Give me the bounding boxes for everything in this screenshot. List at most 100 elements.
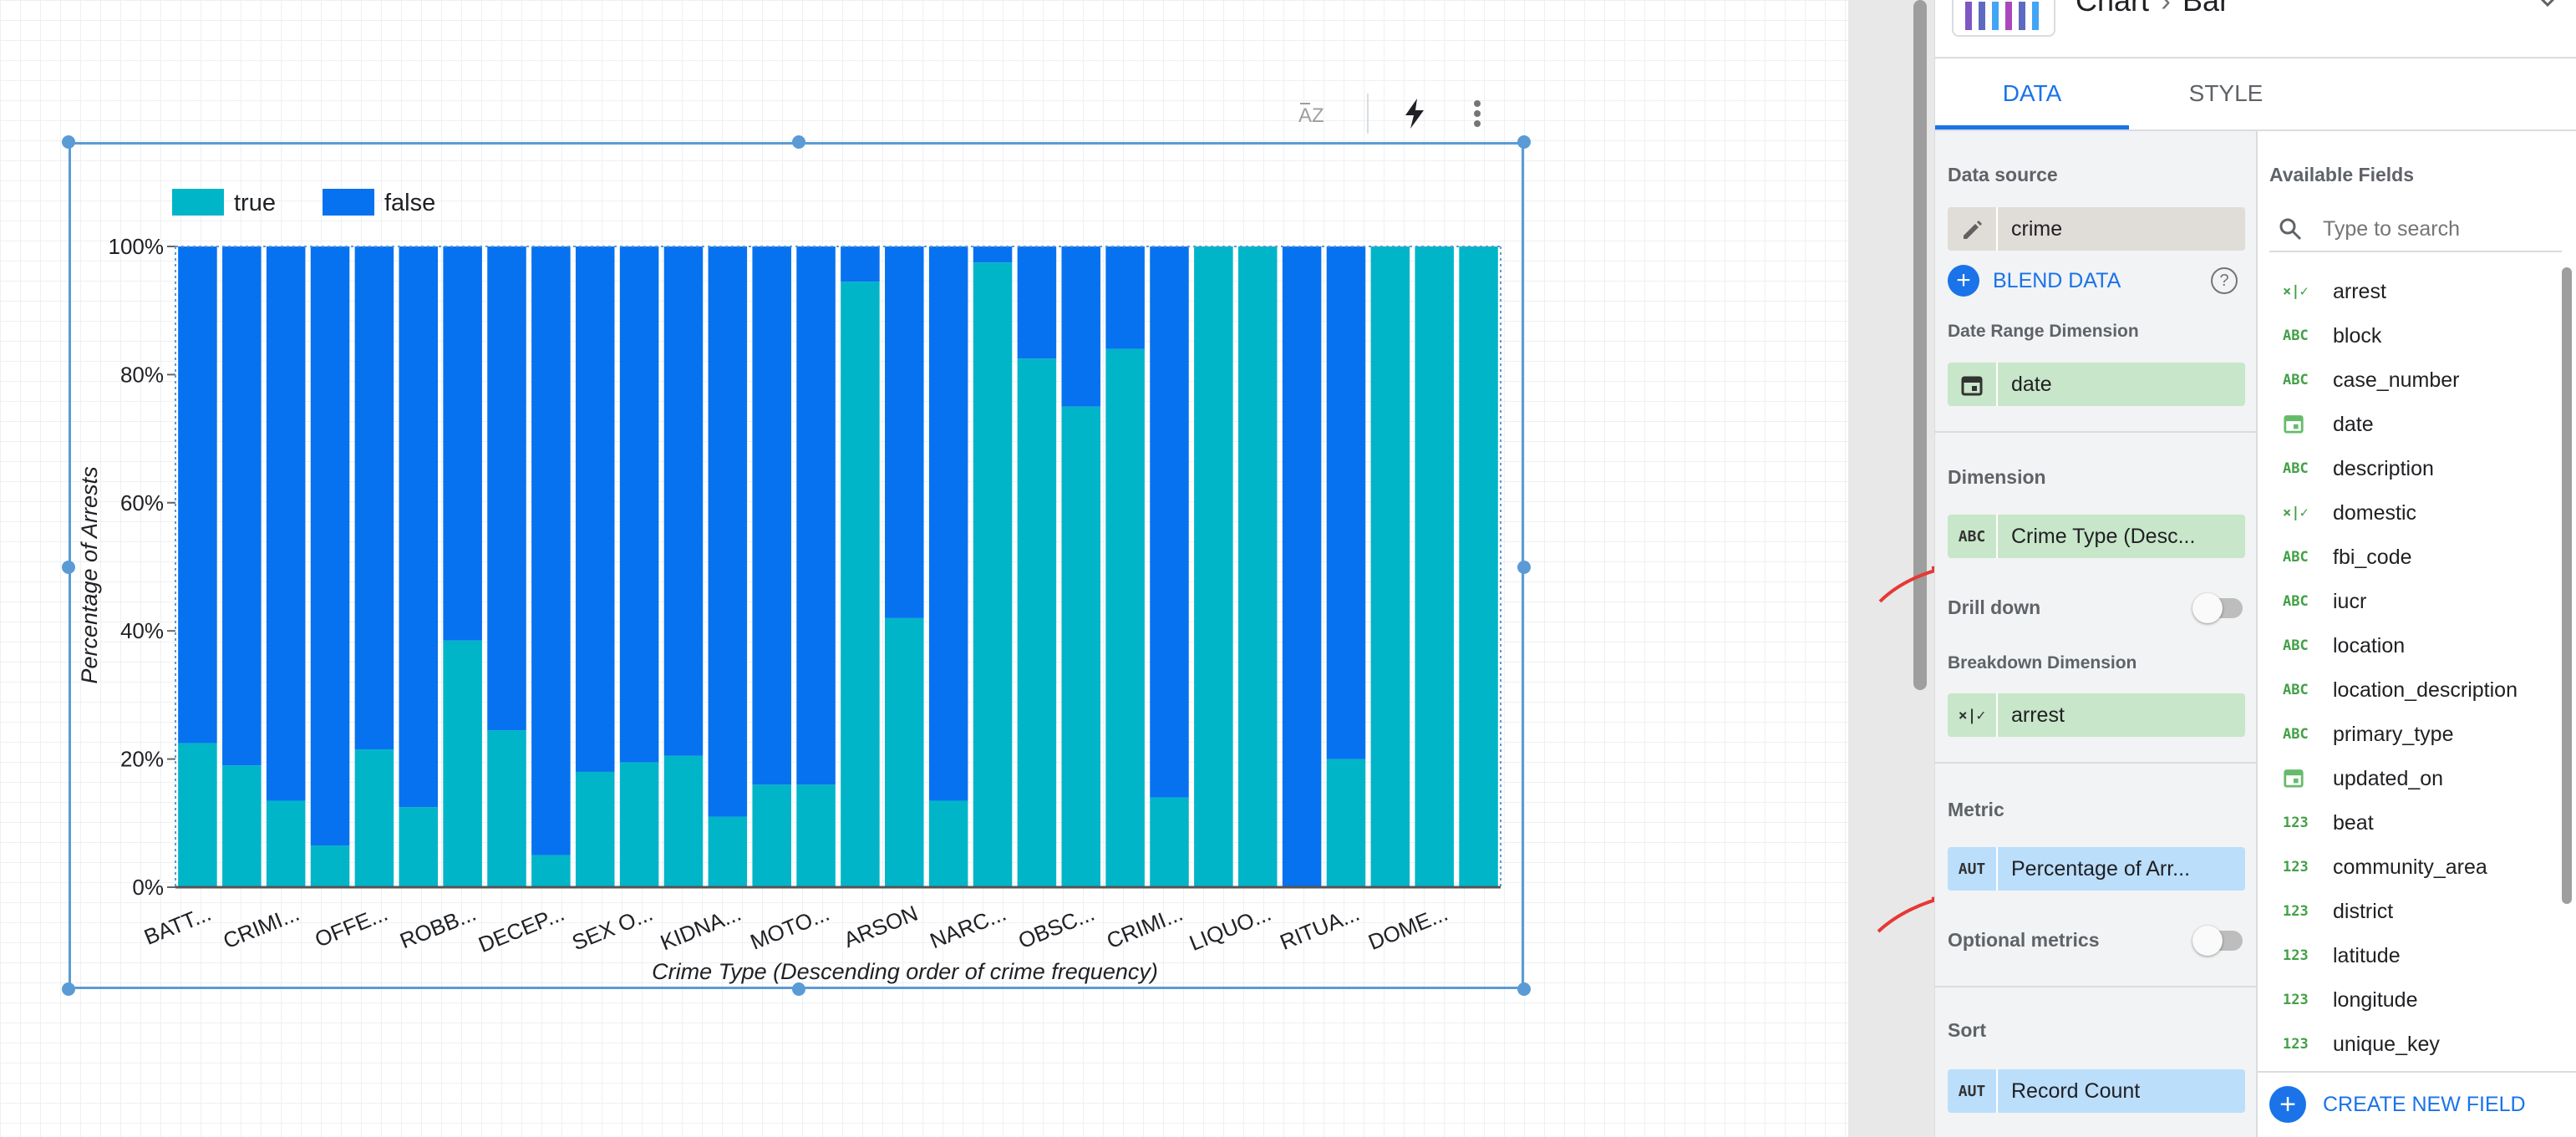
bar-true-14 [752, 784, 791, 887]
x-tick-label: DOME... [1364, 901, 1451, 955]
field-item-location-description[interactable]: ABC location_description [2269, 669, 2518, 711]
field-name: location_description [2333, 678, 2518, 702]
field-item-description[interactable]: ABC description [2269, 448, 2434, 490]
field-name: unique_key [2333, 1032, 2440, 1056]
blend-data-label: BLEND DATA [1993, 268, 2121, 292]
create-new-field-button[interactable]: + CREATE NEW FIELD [2269, 1084, 2526, 1124]
bar-true-18 [928, 800, 968, 887]
field-item-beat[interactable]: 123 beat [2269, 802, 2374, 844]
field-name: primary_type [2333, 722, 2454, 746]
bar-false-7 [443, 246, 482, 641]
bar-true-1 [178, 743, 217, 887]
breakdown-chip[interactable]: ×|✓ arrest [1948, 693, 2245, 737]
field-item-fbi-code[interactable]: ABC fbi_code [2269, 536, 2412, 578]
field-type-icon: ×|✓ [2283, 505, 2309, 521]
boolean-type-icon: ×|✓ [1948, 693, 1998, 737]
optional-metrics-toggle[interactable] [2192, 926, 2243, 956]
section-divider-1 [1935, 431, 2256, 433]
bar-true-12 [663, 755, 704, 887]
field-item-longitude[interactable]: 123 longitude [2269, 979, 2417, 1021]
field-item-updated-on[interactable]: updated_on [2269, 758, 2443, 799]
bar-true-15 [796, 784, 836, 887]
field-item-case-number[interactable]: ABC case_number [2269, 359, 2459, 401]
field-item-latitude[interactable]: 123 latitude [2269, 935, 2401, 977]
x-tick-label: SEX O... [568, 901, 656, 956]
sort-az-icon[interactable]: AZ [1293, 95, 1330, 132]
svg-text:AZ: AZ [1298, 104, 1324, 127]
chevron-down-icon[interactable] [2535, 0, 2560, 13]
bar-true-21 [1061, 406, 1101, 887]
resize-handle-mr[interactable] [1517, 561, 1531, 574]
x-tick-label: ARSON [841, 901, 922, 952]
bar-true-19 [973, 262, 1013, 887]
more-vert-icon[interactable] [1467, 95, 1487, 132]
optional-metrics-label: Optional metrics [1948, 929, 2100, 951]
field-item-iucr[interactable]: ABC iucr [2269, 581, 2366, 622]
bar-true-20 [1017, 358, 1057, 888]
field-item-date[interactable]: date [2269, 404, 2374, 445]
bar-true-16 [841, 282, 880, 887]
bar-false-22 [1105, 246, 1145, 349]
help-icon[interactable]: ? [2211, 267, 2238, 294]
bar-false-13 [708, 246, 748, 817]
x-tick-label: DECEP... [475, 901, 567, 957]
field-item-block[interactable]: ABC block [2269, 315, 2381, 357]
bar-true-24 [1194, 246, 1233, 887]
toolbar-divider [1367, 94, 1369, 134]
bar-false-20 [1017, 246, 1057, 359]
tab-data[interactable]: DATA [2002, 80, 2062, 106]
x-axis-title: Crime Type (Descending order of crime fr… [652, 959, 1158, 984]
bar-false-21 [1061, 246, 1101, 407]
calendar-icon [1948, 363, 1998, 406]
x-tick-label: RITUA... [1277, 901, 1364, 955]
bar-false-11 [619, 246, 659, 763]
field-name: community_area [2333, 855, 2487, 879]
canvas-scrollbar[interactable] [1913, 0, 1927, 690]
drill-down-toggle[interactable] [2192, 593, 2243, 623]
field-item-unique-key[interactable]: 123 unique_key [2269, 1023, 2440, 1065]
resize-handle-tm[interactable] [792, 135, 805, 149]
field-search-input[interactable] [2321, 216, 2558, 242]
sort-label: Sort [1948, 1019, 1986, 1041]
bar-false-6 [399, 246, 439, 808]
resize-handle-tr[interactable] [1517, 135, 1531, 149]
chart-type-icon[interactable] [1952, 0, 2055, 37]
field-item-primary-type[interactable]: ABC primary_type [2269, 713, 2454, 755]
metric-chip[interactable]: AUT Percentage of Arr... [1948, 847, 2245, 891]
dimension-type-icon: ABC [1948, 515, 1998, 558]
lightning-icon[interactable] [1397, 95, 1434, 132]
bar-false-19 [973, 246, 1013, 263]
resize-handle-br[interactable] [1517, 982, 1531, 996]
field-item-location[interactable]: ABC location [2269, 625, 2405, 667]
bar-true-29 [1415, 246, 1454, 887]
field-type-icon: ×|✓ [2283, 283, 2309, 300]
dimension-chip[interactable]: ABC Crime Type (Desc... [1948, 515, 2245, 558]
report-canvas[interactable]: AZ 0% 20% 40% 60% 80% 100% BATT... CRIMI... OFFE… [0, 0, 1848, 1137]
bar-true-5 [354, 749, 394, 887]
tab-style[interactable]: STYLE [2188, 80, 2264, 106]
section-divider-2 [1935, 762, 2256, 764]
blend-data-button[interactable]: + BLEND DATA [1948, 262, 2121, 299]
x-tick-label: ROBB... [396, 901, 480, 954]
field-type-icon: ABC [2283, 593, 2309, 610]
field-item-arrest[interactable]: ×|✓ arrest [2269, 271, 2386, 312]
bar-true-23 [1150, 797, 1189, 887]
field-item-community-area[interactable]: 123 community_area [2269, 846, 2487, 888]
add-circle-icon: + [2269, 1086, 2306, 1123]
resize-handle-bl[interactable] [62, 982, 75, 996]
data-source-chip[interactable]: crime [1948, 207, 2245, 251]
field-item-district[interactable]: 123 district [2269, 891, 2393, 932]
sort-chip[interactable]: AUT Record Count [1948, 1069, 2245, 1113]
field-search[interactable] [2269, 207, 2562, 252]
bar-false-3 [266, 246, 306, 801]
metric-value: Percentage of Arr... [2011, 856, 2191, 881]
field-item-domestic[interactable]: ×|✓ domestic [2269, 492, 2416, 534]
resize-handle-tl[interactable] [62, 135, 75, 149]
fields-scrollbar[interactable] [2562, 267, 2572, 904]
date-range-chip[interactable]: date [1948, 363, 2245, 406]
resize-handle-ml[interactable] [62, 561, 75, 574]
x-tick-label: CRIMI... [1103, 901, 1186, 954]
data-column [1935, 131, 2256, 1137]
resize-handle-bm[interactable] [792, 982, 805, 996]
date-range-value: date [2011, 372, 2052, 396]
